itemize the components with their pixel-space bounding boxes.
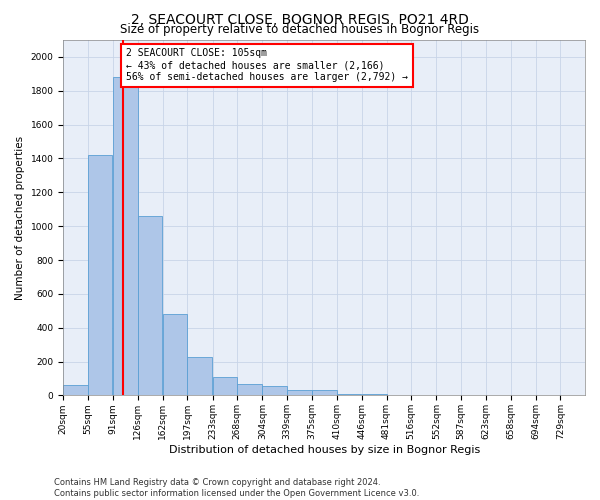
Text: 2, SEACOURT CLOSE, BOGNOR REGIS, PO21 4RD: 2, SEACOURT CLOSE, BOGNOR REGIS, PO21 4R… bbox=[131, 12, 469, 26]
Bar bbox=[187, 356, 212, 396]
Text: 2 SEACOURT CLOSE: 105sqm
← 43% of detached houses are smaller (2,166)
56% of sem: 2 SEACOURT CLOSE: 105sqm ← 43% of detach… bbox=[125, 48, 407, 82]
Bar bbox=[237, 384, 262, 396]
Bar bbox=[287, 390, 311, 396]
Bar bbox=[137, 216, 162, 396]
Bar bbox=[312, 390, 337, 396]
Bar bbox=[163, 314, 187, 396]
Bar bbox=[362, 394, 386, 396]
Y-axis label: Number of detached properties: Number of detached properties bbox=[15, 136, 25, 300]
X-axis label: Distribution of detached houses by size in Bognor Regis: Distribution of detached houses by size … bbox=[169, 445, 480, 455]
Bar bbox=[337, 394, 361, 396]
Bar bbox=[63, 386, 88, 396]
Text: Size of property relative to detached houses in Bognor Regis: Size of property relative to detached ho… bbox=[121, 22, 479, 36]
Bar bbox=[262, 386, 287, 396]
Bar bbox=[386, 394, 411, 396]
Bar bbox=[212, 377, 237, 396]
Bar bbox=[88, 155, 112, 396]
Text: Contains HM Land Registry data © Crown copyright and database right 2024.
Contai: Contains HM Land Registry data © Crown c… bbox=[54, 478, 419, 498]
Bar bbox=[113, 77, 137, 396]
